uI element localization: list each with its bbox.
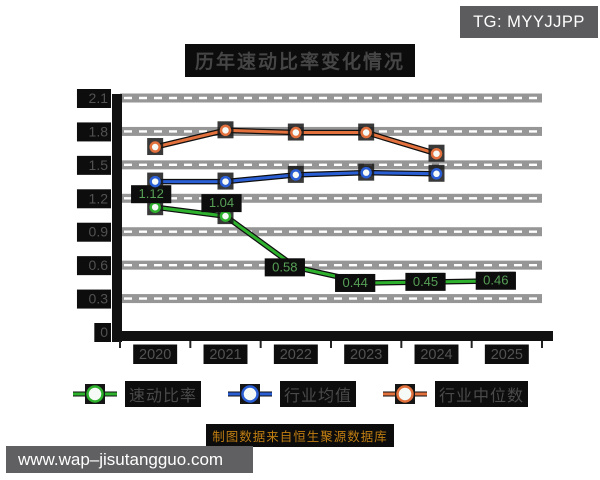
legend-item-0[interactable]: 速动比率: [72, 381, 201, 407]
svg-text:1.5: 1.5: [89, 157, 109, 173]
legend: 速动比率 行业均值 行业中位数: [0, 381, 600, 407]
svg-text:1.2: 1.2: [89, 190, 109, 206]
data-point: [430, 147, 443, 160]
svg-text:2022: 2022: [280, 347, 312, 363]
legend-item-1[interactable]: 行业均值: [227, 381, 356, 407]
svg-text:2023: 2023: [350, 347, 382, 363]
svg-text:0.45: 0.45: [413, 274, 438, 289]
svg-text:2024: 2024: [420, 347, 452, 363]
svg-text:0.3: 0.3: [89, 291, 109, 307]
legend-label: 速动比率: [124, 381, 201, 407]
data-point: [290, 169, 302, 181]
legend-marker-icon: [227, 384, 272, 404]
footnote-row: 制图数据来自恒生聚源数据库: [0, 424, 600, 447]
svg-text:0.46: 0.46: [483, 273, 508, 288]
svg-text:0.58: 0.58: [272, 259, 297, 274]
svg-text:1.12: 1.12: [139, 186, 164, 201]
legend-item-2[interactable]: 行业中位数: [382, 381, 529, 407]
svg-text:2021: 2021: [209, 347, 241, 363]
legend-marker-icon: [383, 384, 427, 404]
svg-text:0.6: 0.6: [89, 257, 109, 273]
x-axis-labels: 2020 2021 2022 2023 2024 2025: [133, 344, 529, 364]
svg-text:2.1: 2.1: [89, 90, 109, 106]
series-1: [147, 163, 445, 190]
svg-text:2020: 2020: [139, 347, 171, 363]
svg-text:1.04: 1.04: [209, 195, 234, 210]
data-point: [430, 168, 443, 180]
grid-lines: 2.1 1.8 1.5 1.2 0.9 0.6 0.3 0: [76, 89, 542, 342]
data-point: [360, 166, 372, 179]
chart-title-row: 历年速动比率变化情况: [0, 44, 600, 77]
svg-text:0.44: 0.44: [343, 275, 368, 290]
data-point: [219, 175, 232, 188]
data-source-footnote: 制图数据来自恒生聚源数据库: [206, 424, 394, 447]
axes: [112, 94, 553, 348]
svg-text:0.9: 0.9: [89, 224, 109, 240]
legend-marker-icon: [72, 384, 117, 404]
svg-text:1.8: 1.8: [89, 123, 109, 139]
data-point: [149, 141, 161, 153]
series-0: 1.12 1.04 0.58 0.44 0.45 0.46: [131, 185, 516, 292]
data-point: [290, 126, 302, 139]
svg-text:0: 0: [100, 324, 108, 340]
data-point: [149, 175, 161, 188]
data-point: [219, 124, 232, 137]
legend-label: 行业中位数: [435, 381, 529, 407]
series-2: [147, 121, 445, 162]
legend-label: 行业均值: [279, 381, 356, 407]
data-point: [219, 210, 232, 222]
data-point: [149, 201, 161, 213]
telegram-watermark-badge: TG: MYYJJPP: [460, 6, 598, 38]
svg-text:2025: 2025: [491, 347, 523, 363]
site-watermark-bar: www.wap–jisutangguo.com: [6, 446, 253, 473]
chart-title: 历年速动比率变化情况: [184, 44, 415, 77]
data-point: [360, 126, 372, 139]
